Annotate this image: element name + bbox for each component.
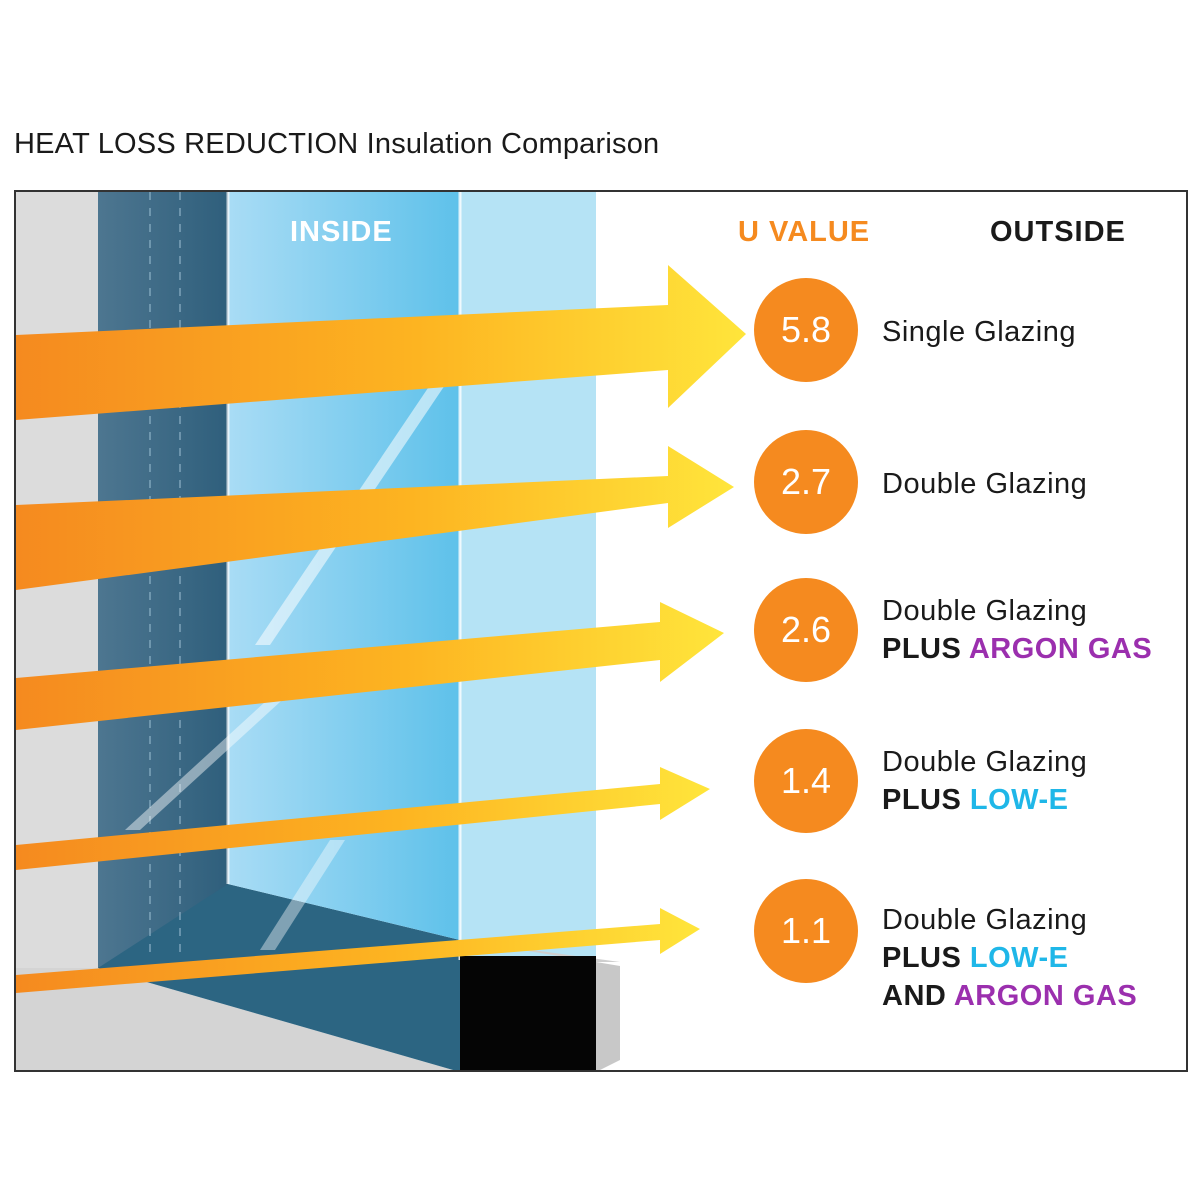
title-subtitle: Insulation Comparison [366, 128, 660, 160]
plus-text: PLUS [882, 784, 962, 816]
glazing-label: Double Glazing [882, 465, 1087, 503]
diagram-title: HEAT LOSS REDUCTION Insulation Compariso… [14, 128, 659, 161]
u-value-badge: 1.4 [754, 729, 858, 833]
glazing-type: Double Glazing [882, 468, 1088, 500]
glazing-type: Double Glazing [882, 595, 1088, 627]
low-e-feature: LOW-E [969, 942, 1069, 974]
spacer-bar [460, 956, 596, 1070]
glazing-label: Double Glazing PLUS LOW-E [882, 743, 1087, 819]
u-value-badge: 2.6 [754, 578, 858, 682]
wall-left [16, 192, 98, 1070]
argon-gas-feature: ARGON GAS [968, 633, 1153, 665]
and-text: AND [882, 980, 947, 1012]
glazing-type: Single Glazing [882, 316, 1076, 348]
heat-arrow-argon-gas [16, 602, 724, 730]
plus-text: PLUS [882, 633, 962, 665]
argon-gas-feature: ARGON GAS [953, 980, 1138, 1012]
u-value-badge: 2.7 [754, 430, 858, 534]
wall-sill [16, 968, 454, 1070]
plus-text: PLUS [882, 942, 962, 974]
u-value-badge: 5.8 [754, 278, 858, 382]
glazing-label: Single Glazing [882, 313, 1076, 351]
spacer-side [596, 962, 620, 1070]
glass-reflection-lower [125, 670, 315, 830]
glazing-type: Double Glazing [882, 904, 1088, 936]
low-e-feature: LOW-E [969, 784, 1069, 816]
glass-reflection-bottom [260, 840, 345, 950]
title-emphasis: HEAT LOSS REDUCTION [14, 128, 359, 160]
outer-glass-pane [460, 192, 596, 962]
outside-header: OUTSIDE [990, 216, 1126, 248]
glazing-type: Double Glazing [882, 746, 1088, 778]
u-value-header: U VALUE [738, 216, 871, 248]
heat-arrow-low-e-argon [16, 908, 700, 993]
heat-arrow-single-glazing [16, 265, 746, 420]
u-value-badge: 1.1 [754, 879, 858, 983]
heat-arrow-low-e [16, 767, 710, 870]
glazing-label: Double Glazing PLUS ARGON GAS [882, 592, 1152, 668]
glazing-label: Double Glazing PLUS LOW-E AND ARGON GAS [882, 901, 1137, 1015]
window-frame-bottom [98, 884, 460, 1070]
heat-arrow-double-glazing [16, 446, 734, 590]
inside-header: INSIDE [290, 216, 393, 248]
